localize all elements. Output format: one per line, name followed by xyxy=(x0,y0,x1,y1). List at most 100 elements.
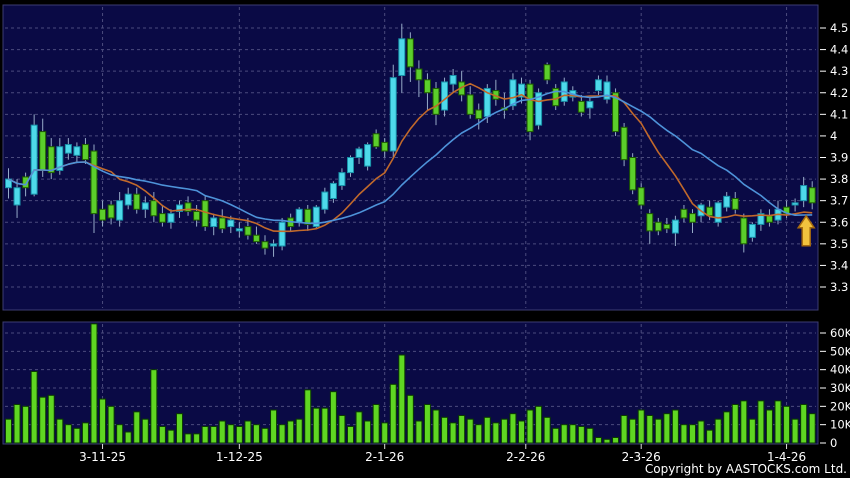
copyright-text: Copyright by AASTOCKS.com Ltd. xyxy=(644,462,847,476)
candle-down xyxy=(406,38,414,68)
candle-down xyxy=(381,141,389,152)
volume-bar xyxy=(748,418,756,444)
price-tick-label: 4.5 xyxy=(830,21,848,35)
volume-bar xyxy=(612,437,620,444)
ma20-line xyxy=(8,90,813,225)
volume-bar xyxy=(81,422,89,444)
candle-down xyxy=(646,213,654,232)
volume-bar xyxy=(646,415,654,444)
price-tick-label: 4.4 xyxy=(830,43,848,57)
candle-down xyxy=(244,226,252,236)
volume-bar xyxy=(783,405,791,444)
volume-bar xyxy=(381,422,389,444)
volume-bar xyxy=(398,354,406,444)
volume-bar xyxy=(706,429,714,444)
volume-bar xyxy=(629,418,637,444)
volume-bar xyxy=(5,418,12,444)
candle-up xyxy=(116,200,124,221)
volume-tick-label: 60K xyxy=(830,326,850,340)
volume-bar xyxy=(338,415,346,444)
volume-bar xyxy=(193,433,201,444)
volume-bar xyxy=(304,389,312,444)
volume-bar xyxy=(458,415,466,444)
candle-down xyxy=(620,126,628,161)
volume-bar xyxy=(475,424,483,444)
candle-down xyxy=(432,87,440,115)
volume-bar xyxy=(13,404,21,444)
date-axis: 3-11-25 1-12-25 2-1-26 2-2-26 2-3-26 1-4-26 xyxy=(79,444,806,464)
candle-down xyxy=(663,223,671,230)
volume-bar xyxy=(560,424,568,444)
candle-down xyxy=(90,150,98,215)
volume-bar xyxy=(347,426,354,444)
volume-bar xyxy=(56,418,64,444)
volume-bar xyxy=(22,405,30,444)
candle-up xyxy=(270,243,278,247)
price-tick-label: 3.8 xyxy=(830,172,848,186)
volume-bar xyxy=(30,371,38,444)
candle-down xyxy=(415,68,423,81)
candle-down xyxy=(808,187,816,204)
volume-bar xyxy=(423,404,431,444)
candle-down xyxy=(637,187,645,206)
volume-bar xyxy=(218,420,226,444)
volume-bar xyxy=(389,383,397,444)
candle-down xyxy=(629,157,637,191)
volume-bar xyxy=(552,427,560,444)
candle-up xyxy=(449,74,457,85)
volume-tick-label: 10K xyxy=(830,418,850,432)
volume-bar xyxy=(244,420,252,444)
candle-up xyxy=(329,182,337,200)
volume-bar xyxy=(39,396,47,444)
candle-up xyxy=(13,187,21,206)
candle-up xyxy=(757,213,765,225)
candle-up xyxy=(30,124,38,195)
candlestick-series xyxy=(5,23,816,257)
volume-bar xyxy=(64,424,72,444)
volume-tick-label: 40K xyxy=(830,363,850,377)
price-tick-label: 4.2 xyxy=(830,86,848,100)
candle-up xyxy=(723,195,731,208)
volume-bar xyxy=(176,413,183,444)
volume-bar xyxy=(73,427,81,444)
candle-down xyxy=(184,202,192,212)
volume-bar xyxy=(603,438,611,444)
price-tick-label: 3.9 xyxy=(830,151,848,165)
volume-bar xyxy=(526,409,534,444)
volume-bar xyxy=(141,418,149,444)
volume-bar xyxy=(543,416,551,444)
candle-up xyxy=(389,77,397,152)
candle-down xyxy=(150,200,158,217)
volume-bar xyxy=(500,418,508,444)
price-tick-label: 4.3 xyxy=(830,64,848,78)
volume-bar xyxy=(99,398,107,444)
candle-up xyxy=(518,83,525,98)
volume-bar xyxy=(441,416,449,444)
volume-bar xyxy=(586,427,594,444)
candle-up xyxy=(791,202,799,206)
candle-up xyxy=(227,219,235,228)
volume-bar xyxy=(689,424,696,444)
candle-up xyxy=(295,208,303,223)
candle-down xyxy=(261,241,269,249)
candle-down xyxy=(193,210,201,221)
volume-bar xyxy=(261,427,269,444)
candle-up xyxy=(535,92,543,126)
candle-up xyxy=(355,148,363,159)
candle-down xyxy=(81,144,89,161)
volume-axis: 60K 50K 40K 30K 20K 10K 0 xyxy=(820,326,850,450)
candle-up xyxy=(73,146,81,156)
volume-tick-label: 20K xyxy=(830,399,850,413)
volume-bar xyxy=(697,420,705,444)
volume-bar xyxy=(329,391,337,444)
volume-bar xyxy=(654,418,662,444)
candle-up xyxy=(5,178,12,189)
volume-bar xyxy=(295,418,303,444)
volume-bar xyxy=(723,411,731,444)
volume-bar xyxy=(278,424,286,444)
candle-up xyxy=(312,206,320,228)
ma10-line xyxy=(8,82,813,233)
volume-bar xyxy=(791,418,799,444)
